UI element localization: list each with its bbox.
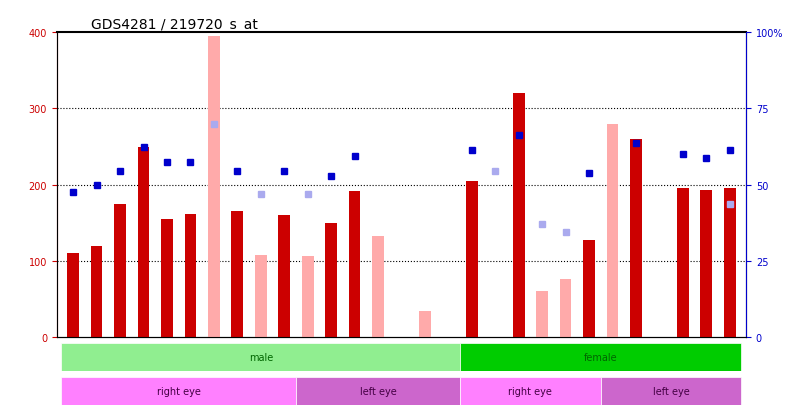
Bar bbox=[255, 255, 267, 337]
Bar bbox=[325, 223, 337, 337]
Bar bbox=[560, 280, 572, 337]
FancyBboxPatch shape bbox=[601, 377, 741, 405]
FancyBboxPatch shape bbox=[62, 343, 460, 371]
Bar bbox=[513, 94, 525, 337]
Bar bbox=[724, 189, 736, 337]
Bar bbox=[302, 256, 314, 337]
Bar bbox=[91, 246, 102, 337]
FancyBboxPatch shape bbox=[460, 377, 601, 405]
Bar bbox=[114, 204, 126, 337]
Bar bbox=[231, 212, 243, 337]
Bar bbox=[677, 189, 689, 337]
Bar bbox=[583, 240, 595, 337]
Text: right eye: right eye bbox=[157, 386, 200, 396]
Bar bbox=[161, 219, 173, 337]
Bar bbox=[67, 254, 79, 337]
Bar bbox=[607, 124, 618, 337]
Text: female: female bbox=[584, 352, 617, 362]
Text: male: male bbox=[249, 352, 272, 362]
FancyBboxPatch shape bbox=[460, 343, 741, 371]
Text: left eye: left eye bbox=[653, 386, 689, 396]
Bar bbox=[372, 236, 384, 337]
Bar bbox=[701, 190, 712, 337]
Bar bbox=[466, 181, 478, 337]
Bar bbox=[349, 191, 360, 337]
Bar bbox=[536, 292, 548, 337]
Text: right eye: right eye bbox=[508, 386, 552, 396]
Bar bbox=[419, 311, 431, 337]
Bar bbox=[630, 140, 642, 337]
FancyBboxPatch shape bbox=[62, 377, 296, 405]
Text: left eye: left eye bbox=[359, 386, 397, 396]
Bar bbox=[185, 214, 196, 337]
FancyBboxPatch shape bbox=[296, 377, 460, 405]
Bar bbox=[208, 37, 220, 337]
Bar bbox=[138, 147, 149, 337]
Text: GDS4281 / 219720_s_at: GDS4281 / 219720_s_at bbox=[92, 18, 258, 32]
Bar bbox=[278, 216, 290, 337]
